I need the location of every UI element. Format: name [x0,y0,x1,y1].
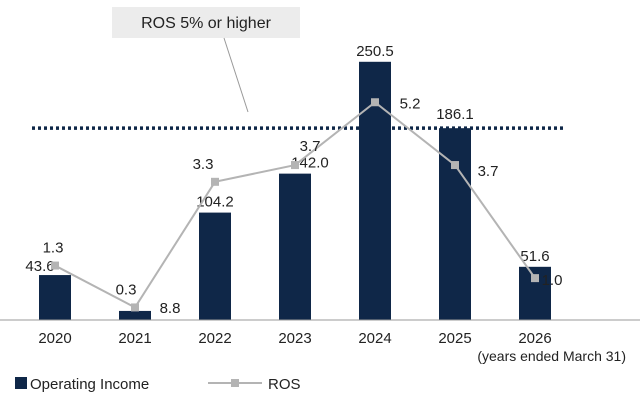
bar-series-operating-income [39,61,551,321]
bar-label-2026: 51.6 [520,248,549,265]
x-tick-2023: 2023 [278,330,311,347]
bar-label-2020: 43.6 [25,258,54,275]
x-tick-2021: 2021 [118,330,151,347]
ros-label-2024: 5.2 [400,95,421,112]
ros-marker-2024 [371,98,379,107]
ros-label-2022: 3.3 [193,156,214,173]
x-tick-2022: 2022 [198,330,231,347]
target-callout-box [112,7,300,38]
legend: Operating Income ROS [15,376,301,393]
ros-marker-2026 [531,274,539,283]
ros-label-2023: 3.7 [300,138,321,155]
ros-marker-2025 [451,161,459,170]
ros-label-2025: 3.7 [478,163,499,180]
target-callout-leader [223,37,249,113]
ros-marker-2021 [131,303,139,312]
bar-2020 [39,275,71,320]
legend-swatch-ros-marker [231,379,239,387]
x-axis-tick-labels: 2020 2021 2022 2023 2024 2025 2026 [38,330,551,347]
ros-marker-2022 [211,177,219,186]
ros-label-2020: 1.3 [43,240,64,257]
ros-value-labels: 1.3 0.3 3.3 3.7 5.2 3.7 1.0 [43,95,563,298]
bar-2025 [439,128,471,320]
ros-marker-2023 [291,161,299,170]
ros-marker-2020 [51,261,59,270]
ros-markers [51,98,539,312]
x-tick-2026: 2026 [518,330,551,347]
x-tick-2024: 2024 [358,330,391,347]
ros-label-2021: 0.3 [116,281,137,298]
bar-label-2023: 142.0 [291,155,329,172]
bar-2021 [119,310,151,320]
legend-swatch-operating-income [15,377,27,389]
bar-label-2021: 8.8 [160,300,181,317]
bar-label-2024: 250.5 [356,43,394,60]
bar-label-2025: 186.1 [436,106,474,123]
x-tick-2020: 2020 [38,330,71,347]
legend-label-operating-income: Operating Income [30,376,149,393]
legend-label-ros: ROS [268,376,301,393]
x-axis-note: (years ended March 31) [477,348,626,364]
x-tick-2025: 2025 [438,330,471,347]
target-callout-label: ROS 5% or higher [141,15,272,32]
target-callout: ROS 5% or higher [112,7,300,113]
bar-2022 [199,212,231,320]
bar-2023 [279,173,311,320]
ros-label-2026: 1.0 [542,272,563,289]
